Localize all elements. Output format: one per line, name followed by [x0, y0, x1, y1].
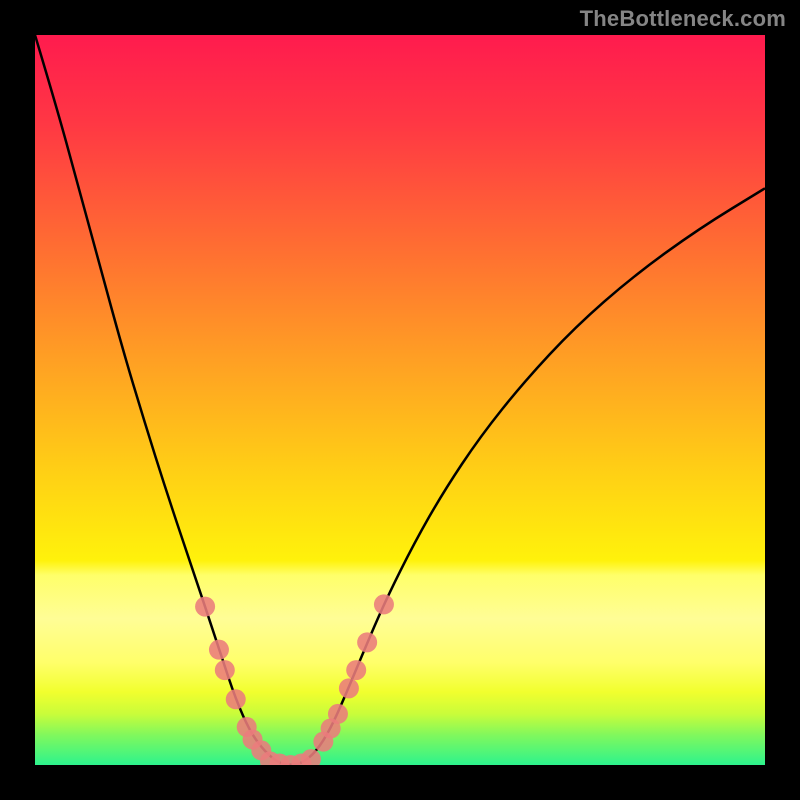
curve-marker [339, 678, 359, 698]
curve-marker [195, 597, 215, 617]
plot-background [35, 35, 765, 765]
curve-marker [328, 704, 348, 724]
curve-marker [301, 749, 321, 769]
curve-marker [226, 689, 246, 709]
curve-marker [209, 640, 229, 660]
curve-marker [215, 660, 235, 680]
chart-container: TheBottleneck.com [0, 0, 800, 800]
bottleneck-chart [0, 0, 800, 800]
curve-marker [357, 632, 377, 652]
watermark-text: TheBottleneck.com [580, 6, 786, 32]
curve-marker [374, 594, 394, 614]
curve-marker [346, 660, 366, 680]
